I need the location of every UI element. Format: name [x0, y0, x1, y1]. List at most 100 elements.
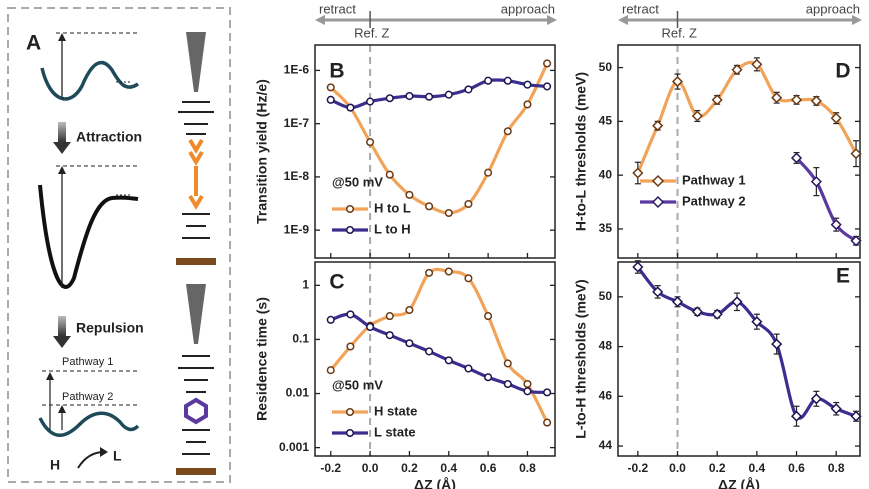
data-point	[444, 356, 453, 365]
panel-label: C	[329, 271, 344, 294]
data-point	[346, 342, 355, 351]
y-axis-label: H-to-L thresholds (meV)	[573, 72, 589, 231]
x-tick-label: 0.4	[440, 461, 457, 475]
attraction-label: Attraction	[76, 129, 142, 145]
molecule	[178, 355, 214, 455]
data-point	[484, 373, 493, 382]
data-point	[464, 85, 473, 94]
repulsion-label: Repulsion	[76, 320, 144, 336]
x-tick-label: 0.6	[788, 461, 805, 475]
panel-label: B	[329, 60, 344, 83]
data-point	[632, 261, 644, 273]
data-point	[691, 110, 703, 122]
arrow-head	[58, 405, 66, 413]
series-line	[794, 156, 858, 243]
legend-label: Pathway 1	[682, 172, 746, 187]
x-tick-label: 0.4	[749, 461, 766, 475]
data-point	[484, 76, 493, 85]
reference-label: Ref. Z	[354, 25, 389, 40]
y-tick-label: 35	[599, 221, 613, 235]
l-label: L	[113, 448, 122, 464]
x-tick-label: 0.2	[401, 461, 418, 475]
y-tick-label: 45	[599, 114, 613, 128]
transition-arrow	[58, 122, 66, 142]
legend-marker	[651, 174, 665, 188]
data-point	[543, 418, 552, 427]
data-point	[751, 58, 763, 70]
data-point	[366, 138, 375, 147]
legend-marker	[651, 195, 665, 209]
data-point	[484, 168, 493, 177]
x-tick-label: 0.8	[828, 461, 845, 475]
data-point	[810, 393, 822, 405]
pathway1-label: Pathway 1	[62, 356, 113, 368]
plot-frame	[314, 44, 556, 259]
data-point	[385, 331, 394, 340]
y-tick-label: 1	[302, 278, 309, 292]
data-point	[326, 366, 335, 375]
x-axis-label: ΔZ (Å)	[414, 477, 456, 489]
legend-marker	[345, 407, 355, 417]
data-point	[543, 59, 552, 68]
data-point	[425, 202, 434, 211]
y-axis-label: Residence time (s)	[254, 297, 270, 421]
panel-label: E	[836, 265, 850, 288]
data-point	[326, 315, 335, 324]
data-point	[850, 410, 862, 422]
panel-a: A Attraction Repulsion Pathway 1 Pathway…	[7, 7, 231, 483]
reference-label: Ref. Z	[662, 25, 697, 40]
data-point	[790, 410, 803, 422]
data-point	[503, 359, 512, 368]
series-line	[636, 265, 858, 420]
retract-label: retract	[319, 1, 356, 16]
data-point	[444, 267, 453, 276]
x-tick-label: 0.2	[709, 461, 726, 475]
data-point	[366, 97, 375, 106]
data-point	[346, 103, 355, 112]
data-point	[523, 379, 532, 389]
data-point	[652, 286, 664, 298]
approach-label: approach	[501, 1, 555, 16]
y-tick-label: 0.01	[286, 386, 310, 400]
arrow-head	[618, 15, 628, 25]
x-tick-label: 0.0	[669, 461, 686, 475]
arrow-head	[53, 142, 71, 154]
data-point	[405, 91, 414, 101]
potential-curve	[38, 184, 139, 289]
data-point	[671, 296, 684, 308]
y-tick-label: 0.1	[292, 332, 309, 346]
arrow-head	[100, 447, 108, 457]
data-point	[731, 64, 743, 76]
data-point	[543, 388, 552, 397]
data-point	[523, 100, 532, 109]
molecule	[178, 101, 214, 239]
y-tick-label: 50	[599, 289, 613, 303]
x-tick-label: 0.6	[480, 461, 497, 475]
series-line	[329, 61, 549, 215]
data-point	[671, 76, 684, 88]
data-point	[810, 176, 822, 188]
legend-marker	[345, 204, 355, 214]
tip	[186, 32, 206, 92]
surface	[176, 258, 216, 265]
plot-frame	[617, 261, 861, 457]
data-point	[731, 296, 743, 308]
transition-arrow	[58, 316, 66, 336]
data-point	[385, 94, 394, 103]
legend-label: L to H	[374, 221, 411, 236]
y-tick-label: 1E-8	[284, 169, 310, 183]
data-point	[850, 148, 862, 160]
data-point	[326, 83, 335, 92]
arrow-head	[46, 372, 54, 380]
series-line	[329, 78, 549, 110]
data-point	[830, 219, 842, 231]
y-tick-label: 1E-7	[284, 116, 310, 130]
data-point	[632, 167, 644, 179]
x-tick-label: 0.8	[519, 461, 536, 475]
legend-title: @50 mV	[332, 174, 383, 189]
pathway2-label: Pathway 2	[62, 391, 113, 403]
y-tick-label: 46	[599, 388, 613, 402]
data-point	[366, 322, 375, 332]
retract-label: retract	[622, 1, 659, 16]
